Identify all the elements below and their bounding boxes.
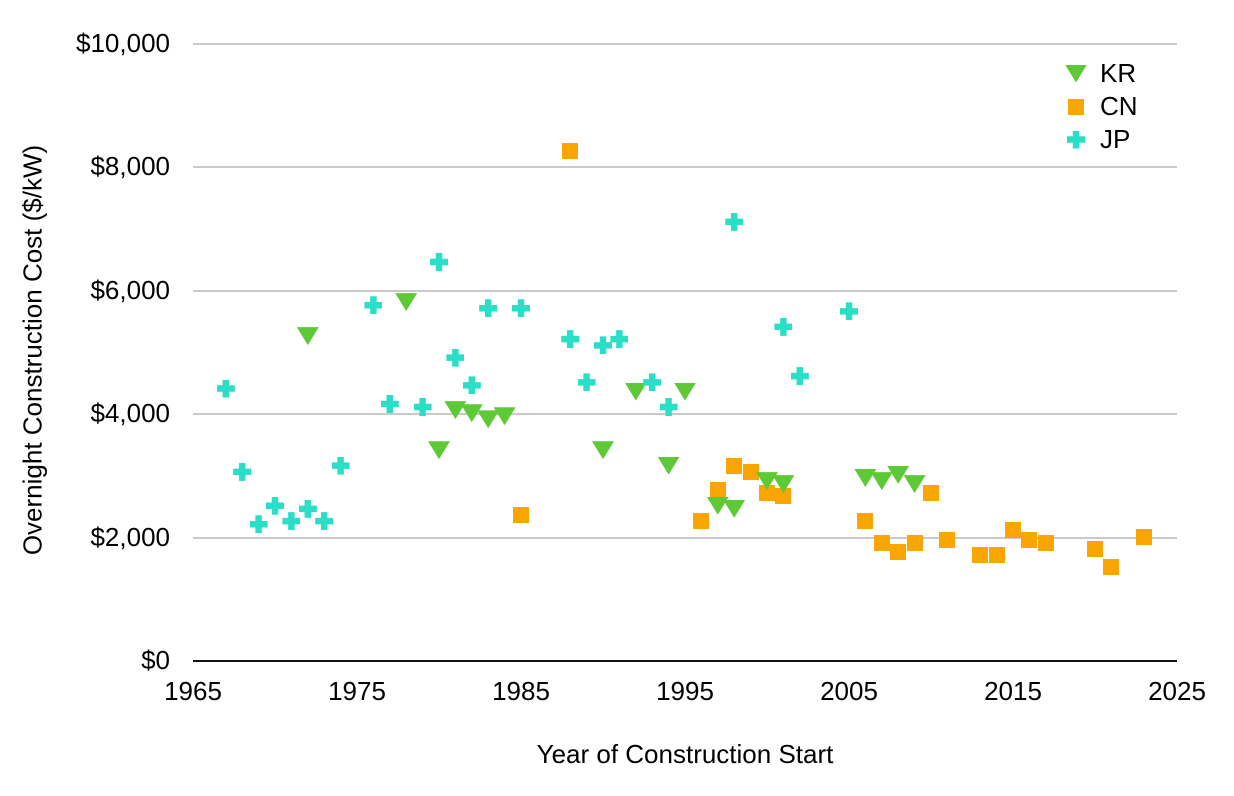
x-tick-label: 2005: [820, 676, 878, 706]
data-point-kr: [592, 441, 614, 460]
data-point-jp: [643, 373, 662, 392]
data-point-jp: [430, 253, 448, 272]
gridline: [193, 536, 1177, 539]
data-point-kr: [296, 327, 319, 346]
legend-item-kr: KR: [1063, 57, 1138, 90]
x-tick-label: 2025: [1148, 676, 1206, 706]
data-point-kr: [657, 456, 680, 475]
gridline: [193, 289, 1177, 292]
data-point-cn: [1087, 540, 1103, 557]
data-point-jp: [233, 462, 252, 481]
data-point-cn: [972, 547, 989, 564]
data-point-jp: [446, 348, 465, 367]
data-point-kr: [870, 472, 893, 491]
data-point-jp: [561, 330, 580, 349]
x-tick-label: 1985: [492, 676, 550, 706]
legend-item-jp: JP: [1063, 123, 1138, 156]
data-point-cn: [709, 482, 726, 499]
data-point-cn: [742, 463, 759, 480]
jp-marker-icon: [1063, 130, 1089, 149]
data-point-kr: [444, 401, 467, 420]
data-point-jp: [249, 515, 268, 534]
data-point-kr: [706, 496, 729, 515]
data-point-cn: [923, 485, 939, 502]
data-point-jp: [380, 394, 399, 413]
data-point-cn: [1021, 531, 1038, 548]
x-tick-label: 1995: [656, 676, 714, 706]
data-point-cn: [1005, 522, 1021, 539]
data-point-cn: [759, 485, 775, 502]
gridline: [193, 413, 1177, 416]
data-point-cn: [513, 507, 529, 523]
data-point-jp: [790, 367, 809, 386]
data-point-jp: [840, 302, 858, 321]
x-tick-label: 1975: [328, 676, 386, 706]
y-tick-label: $2,000: [90, 521, 170, 552]
data-point-jp: [315, 512, 334, 531]
data-point-cn: [890, 544, 907, 561]
data-point-jp: [298, 499, 317, 518]
data-point-cn: [775, 488, 792, 505]
data-point-jp: [594, 336, 612, 355]
plot-area: [193, 43, 1177, 662]
cn-marker-icon: [1063, 98, 1089, 115]
data-point-kr: [395, 293, 418, 312]
y-tick-label: $8,000: [90, 151, 170, 182]
data-point-kr: [854, 468, 877, 487]
data-point-kr: [493, 407, 516, 426]
data-point-cn: [726, 457, 743, 474]
legend-label: CN: [1100, 91, 1138, 121]
data-point-cn: [1136, 528, 1153, 545]
data-point-jp: [610, 330, 629, 349]
data-point-cn: [562, 142, 579, 159]
kr-marker-icon: [1063, 64, 1089, 83]
data-point-kr: [723, 499, 746, 518]
data-point-cn: [939, 531, 956, 548]
data-point-jp: [282, 512, 301, 531]
data-point-jp: [725, 212, 744, 231]
gridline: [193, 43, 1177, 45]
data-point-jp: [512, 299, 530, 318]
data-point-kr: [674, 382, 696, 401]
data-point-cn: [857, 513, 874, 530]
y-axis-title: Overnight Construction Cost ($/kW): [17, 144, 48, 556]
legend: KR CN JP: [1063, 57, 1138, 156]
data-point-jp: [479, 299, 498, 318]
data-point-jp: [216, 379, 235, 398]
legend-item-cn: CN: [1063, 90, 1138, 123]
data-point-cn: [1037, 534, 1054, 551]
legend-label: KR: [1100, 58, 1137, 88]
data-point-cn: [988, 547, 1005, 564]
data-point-jp: [462, 376, 481, 395]
gridline: [193, 166, 1177, 169]
y-tick-label: $4,000: [90, 398, 170, 429]
y-tick-label: $6,000: [90, 274, 170, 305]
data-point-cn: [1103, 559, 1120, 576]
legend-label: JP: [1100, 124, 1131, 154]
data-point-cn: [906, 534, 923, 551]
data-point-jp: [364, 296, 383, 315]
x-axis-title: Year of Construction Start: [536, 739, 834, 769]
x-axis-line: [193, 660, 1177, 662]
data-point-kr: [428, 441, 450, 460]
data-point-jp: [266, 496, 284, 515]
data-point-kr: [477, 410, 500, 429]
data-point-cn: [873, 534, 890, 551]
data-point-jp: [577, 373, 596, 392]
data-point-jp: [331, 456, 350, 475]
x-tick-label: 1965: [164, 676, 222, 706]
y-tick-label: $0: [141, 645, 170, 675]
data-point-cn: [693, 513, 710, 530]
x-tick-label: 2015: [984, 676, 1042, 706]
y-tick-label: $10,000: [76, 28, 170, 58]
data-point-jp: [774, 317, 793, 336]
